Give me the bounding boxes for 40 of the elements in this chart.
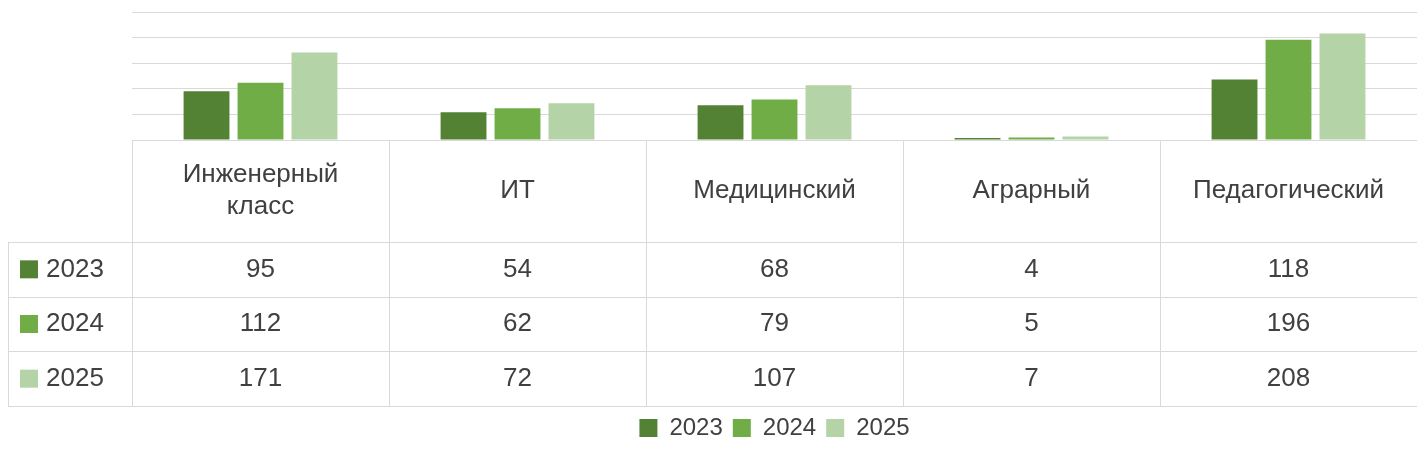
x-tick-label: ИТ	[500, 174, 535, 205]
x-tick-label: Аграрный	[972, 174, 1091, 205]
data-label: 112	[239, 307, 282, 338]
bar	[1319, 33, 1366, 140]
bar	[697, 105, 744, 140]
legend-label: 2023	[46, 252, 104, 283]
data-label: 5	[1024, 307, 1039, 338]
data-label: 62	[503, 307, 532, 338]
x-tick-label: Педагогический	[1192, 174, 1385, 205]
bar	[548, 103, 595, 140]
bar	[751, 99, 798, 140]
data-label: 4	[1024, 252, 1039, 283]
bar	[1211, 79, 1258, 140]
data-label: 196	[1266, 307, 1311, 338]
x-tick-label: Инженерный класс	[182, 158, 339, 221]
data-label: 68	[760, 252, 789, 283]
bar	[440, 112, 487, 140]
bar	[1008, 137, 1055, 140]
data-label: 72	[503, 361, 532, 392]
data-label: 208	[1266, 361, 1311, 392]
data-label: 7	[1024, 361, 1039, 392]
bar	[237, 82, 284, 140]
text: 2025	[46, 361, 104, 392]
bar	[1265, 39, 1312, 140]
bar	[805, 85, 852, 140]
data-label: 95	[246, 252, 275, 283]
data-label: 118	[1267, 252, 1310, 283]
data-label: 171	[238, 361, 283, 392]
data-label: 54	[503, 252, 532, 283]
bar	[291, 52, 338, 140]
text: 2024	[762, 412, 817, 440]
data-label: 107	[752, 361, 797, 392]
x-tick-label: Медицинский	[693, 174, 856, 205]
bar	[1062, 136, 1109, 140]
bar	[494, 108, 541, 140]
legend-label: 2025	[856, 412, 910, 440]
bar	[183, 91, 230, 140]
data-label: 79	[760, 307, 789, 338]
legend-label: 2024	[46, 307, 104, 338]
text: 2023	[669, 412, 723, 440]
